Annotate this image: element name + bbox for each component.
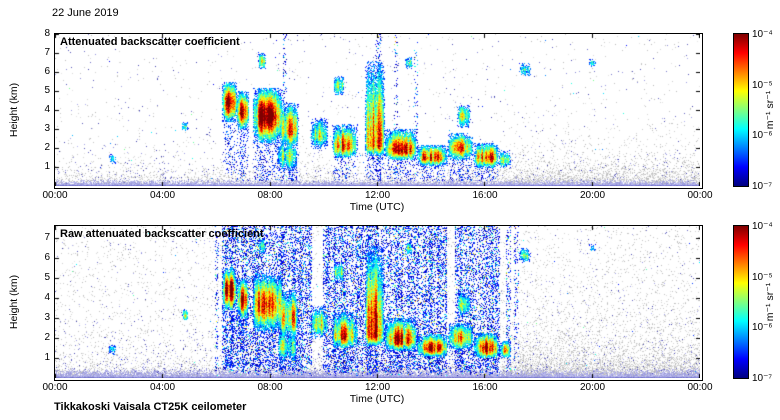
colorbar-tick-label: 10⁻⁷ <box>752 181 773 192</box>
top-colorbar <box>733 33 749 187</box>
bottom-panel-heatmap <box>55 226 700 378</box>
y-tick-label: 3 <box>44 123 50 134</box>
y-tick-label: 3 <box>44 312 50 323</box>
y-tick-label: 2 <box>44 332 50 343</box>
top-panel-title: Attenuated backscatter coefficient <box>60 36 240 48</box>
colorbar-tick-label: 10⁻⁷ <box>752 373 773 384</box>
x-tick-label: 00:00 <box>42 382 68 393</box>
date-label: 22 June 2019 <box>52 7 119 19</box>
instrument-label: Tikkakoski Vaisala CT25K ceilometer <box>54 401 247 413</box>
x-tick-label: 00:00 <box>687 190 713 201</box>
bottom-panel-y-axis-label: Height (km) <box>8 274 20 330</box>
bottom-panel-title: Raw attenuated backscatter coefficient <box>60 228 264 240</box>
top-panel-x-axis-label: Time (UTC) <box>349 201 405 213</box>
x-tick-label: 08:00 <box>257 190 283 201</box>
colorbar-tick-label: 10⁻⁴ <box>752 29 773 40</box>
x-tick-label: 00:00 <box>42 190 68 201</box>
bottom-panel-plot-area: Raw attenuated backscatter coefficient <box>54 225 703 381</box>
y-tick-label: 5 <box>44 272 50 283</box>
colorbar-tick-label: 10⁻⁵ <box>752 271 773 283</box>
y-tick-label: 1 <box>44 352 50 363</box>
x-tick-label: 20:00 <box>579 190 606 201</box>
y-tick-label: 6 <box>44 66 50 77</box>
colorbar-tick-label: 10⁻⁶ <box>752 130 773 142</box>
y-tick-label: 2 <box>44 142 50 153</box>
y-tick-label: 4 <box>44 104 50 115</box>
x-tick-label: 12:00 <box>364 190 391 201</box>
y-tick-label: 4 <box>44 292 50 303</box>
bottom-colorbar-unit-label: m⁻¹ sr⁻¹ <box>764 282 776 322</box>
y-tick-label: 7 <box>44 232 50 243</box>
x-tick-label: 16:00 <box>472 382 498 393</box>
y-tick-label: 7 <box>44 47 50 58</box>
top-panel-y-axis-label: Height (km) <box>8 82 20 138</box>
x-tick-label: 16:00 <box>472 190 498 201</box>
bottom-colorbar <box>733 225 749 379</box>
top-panel-heatmap <box>55 34 700 186</box>
x-tick-label: 08:00 <box>257 382 283 393</box>
x-tick-label: 12:00 <box>364 382 391 393</box>
top-colorbar-unit-label: m⁻¹ sr⁻¹ <box>764 90 776 130</box>
x-tick-label: 04:00 <box>149 382 176 393</box>
y-tick-label: 8 <box>44 28 50 39</box>
colorbar-tick-label: 10⁻⁴ <box>752 221 773 232</box>
top-panel-plot-area: Attenuated backscatter coefficient <box>54 33 703 189</box>
x-tick-label: 04:00 <box>149 190 176 201</box>
bottom-panel-x-axis-label: Time (UTC) <box>349 393 405 405</box>
y-tick-label: 6 <box>44 252 50 263</box>
x-tick-label: 00:00 <box>687 382 713 393</box>
colorbar-tick-label: 10⁻⁵ <box>752 79 773 91</box>
colorbar-tick-label: 10⁻⁶ <box>752 322 773 334</box>
y-tick-label: 5 <box>44 85 50 96</box>
y-tick-label: 1 <box>44 161 50 172</box>
x-tick-label: 20:00 <box>579 382 606 393</box>
